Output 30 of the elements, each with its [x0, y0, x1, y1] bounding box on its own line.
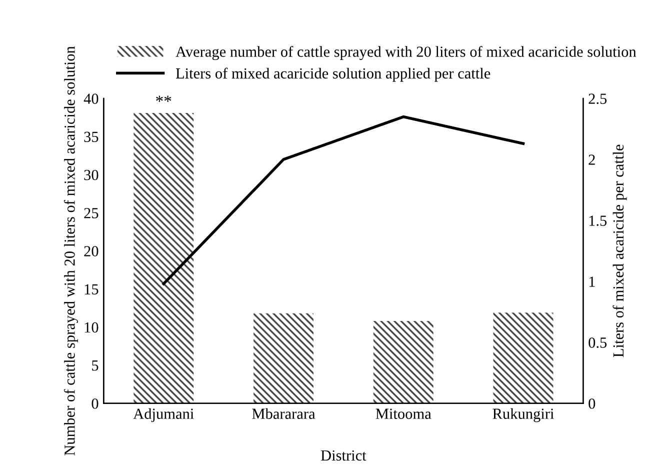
y-tick-label: 20 — [84, 246, 98, 256]
bar — [373, 321, 434, 404]
y-tick-label: 30 — [84, 170, 98, 180]
y2-tick-label: 1 — [589, 276, 595, 287]
x-tick-label: Rukungiri — [492, 408, 554, 422]
y2-tick-label: 0.5 — [588, 338, 607, 348]
annotation: ** — [156, 96, 172, 102]
bar — [493, 312, 554, 404]
y-tick-label: 15 — [84, 284, 98, 294]
y2-tick-label: 0 — [588, 398, 596, 409]
y2-tick-label: 2 — [588, 154, 595, 165]
y-tick-label: 5 — [92, 360, 98, 371]
y2-tick-label: 2.5 — [588, 94, 607, 104]
y-tick-label: 40 — [84, 94, 98, 104]
y-axis-title: Number of cattle sprayed with 20 liters of mixed acaricide solution — [64, 46, 78, 456]
x-tick-label: Mitooma — [376, 408, 432, 419]
y2-tick-label: 1.5 — [589, 216, 607, 226]
y2-axis-title: Liters of mixed acaricide per cattle — [612, 144, 627, 358]
x-tick-label: Adjumani — [133, 408, 194, 422]
line-series — [162, 115, 525, 286]
y-tick-label: 10 — [84, 322, 98, 333]
bar — [254, 313, 314, 404]
x-axis-title: District — [320, 450, 366, 461]
legend-label: Liters of mixed acaricide solution applied per cattle — [176, 68, 490, 82]
bar — [134, 112, 194, 404]
y-tick-label: 35 — [84, 132, 98, 142]
legend-label: Average number of cattle sprayed with 20 liters of mixed acaricide solution — [176, 46, 636, 60]
y-tick-label: 25 — [84, 208, 98, 218]
y-tick-label: 0 — [92, 398, 98, 409]
x-tick-label: Mbararara — [252, 408, 316, 419]
